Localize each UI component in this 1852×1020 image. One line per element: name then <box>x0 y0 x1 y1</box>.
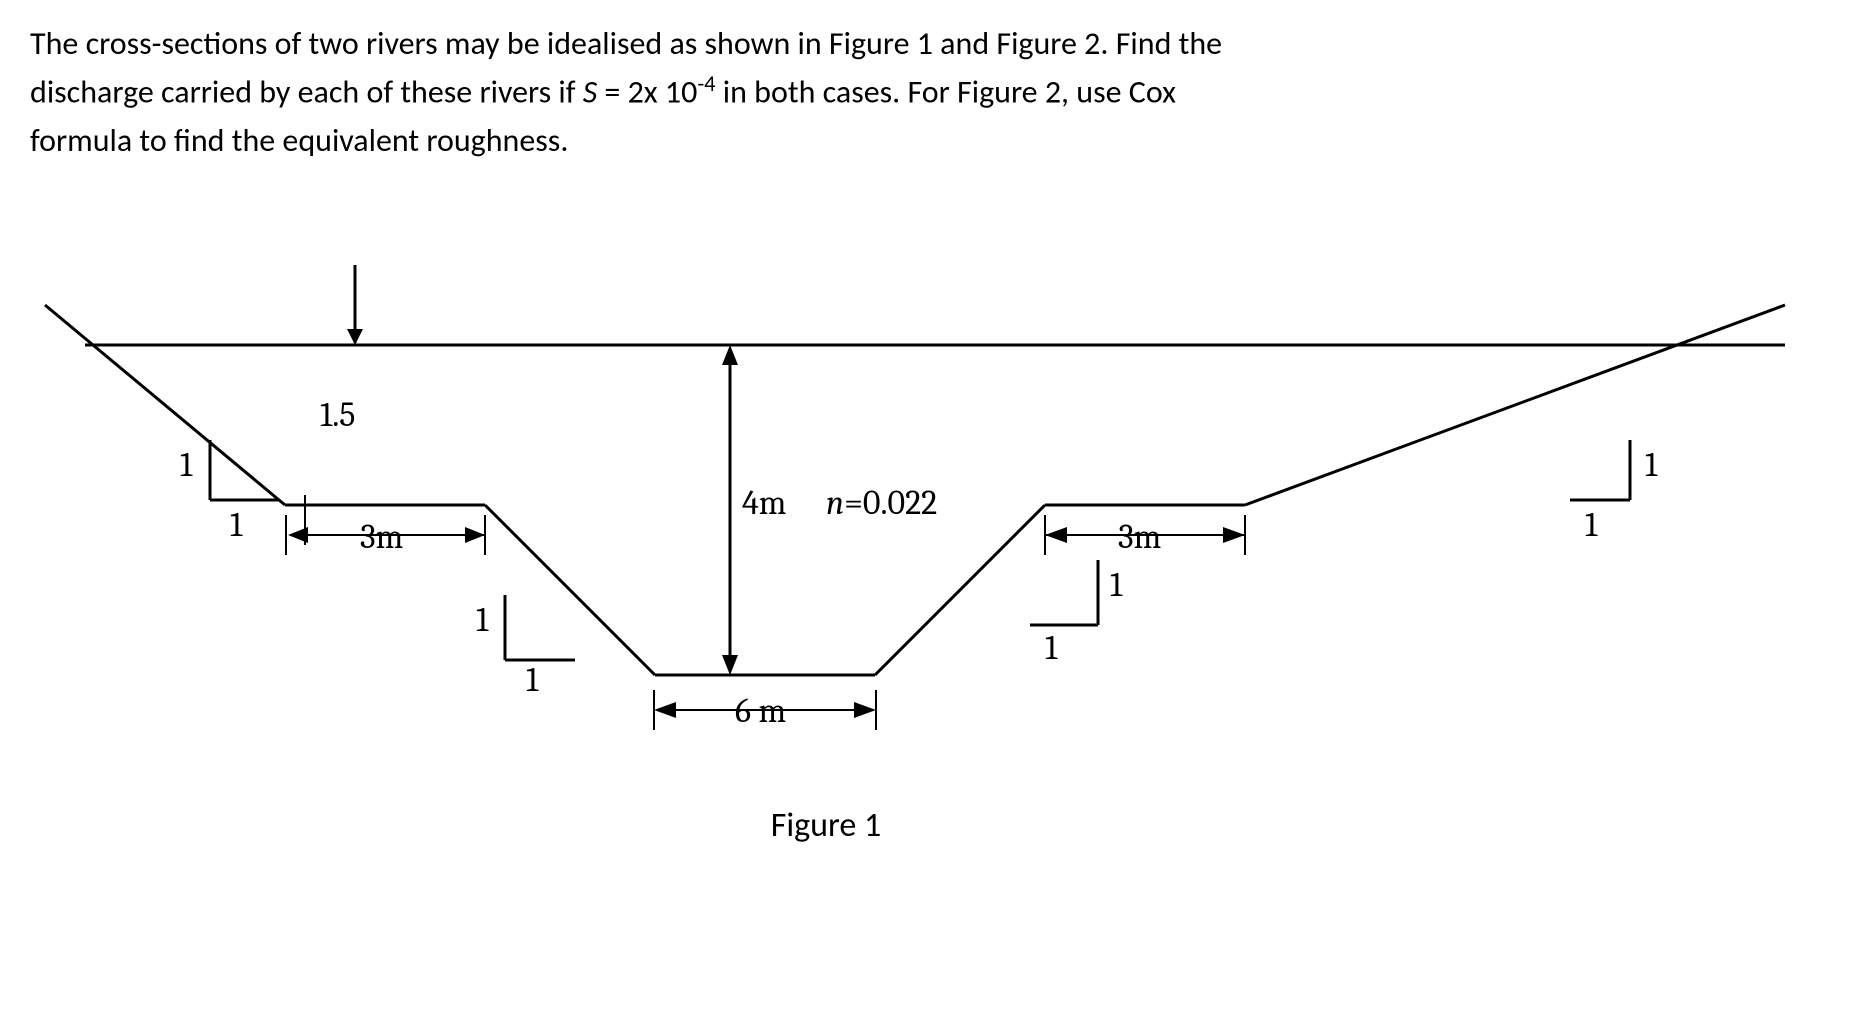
text-line2-pre: discharge carried by each of these river… <box>30 73 583 112</box>
left-outer-bank <box>45 305 285 505</box>
label-n-var: n <box>826 483 844 523</box>
label-right-inner-1h: 1 <box>1045 628 1057 668</box>
exponent: -4 <box>697 71 715 98</box>
label-left-outer-1h: 1 <box>230 505 242 545</box>
water-depth-arrowhead <box>347 329 363 345</box>
figure-caption: Figure 1 <box>0 805 1722 846</box>
label-right-outer-1h: 1 <box>1585 505 1597 545</box>
label-left-3m: 3m <box>360 517 403 557</box>
right-berm-left-arrow <box>1045 527 1067 543</box>
var-S: S <box>583 73 597 112</box>
label-left-inner-1v: 1 <box>476 600 488 640</box>
left-inner-bank <box>485 505 655 675</box>
left-berm-right-arrow <box>465 527 485 543</box>
label-roughness: n=0.022 <box>826 483 937 523</box>
label-right-3m: 3m <box>1118 517 1161 557</box>
text-line2-post: in both cases. For Figure 2, use Cox <box>716 73 1176 112</box>
label-right-inner-1v: 1 <box>1110 565 1122 605</box>
label-left-inner-1h: 1 <box>526 660 538 700</box>
label-1-5: 1.5 <box>320 395 355 435</box>
label-n-val: =0.022 <box>844 483 937 523</box>
depth-4m-bot-arrow <box>722 655 738 675</box>
figure-1-diagram: 1.5 1 1 3m 1 1 4m n=0.022 6 m 3m 1 1 1 1… <box>30 245 1822 845</box>
bed-6m-right-arrow <box>854 702 876 718</box>
label-left-outer-1v: 1 <box>180 445 192 485</box>
label-4m: 4m <box>742 483 786 523</box>
right-berm-right-arrow <box>1223 527 1245 543</box>
eq-text: = 2x 10 <box>597 73 697 112</box>
label-6m: 6 m <box>735 691 786 731</box>
text-line3: formula to find the equivalent roughness… <box>30 121 568 160</box>
bed-6m-left-arrow <box>654 702 676 718</box>
text-line1: The cross-sections of two rivers may be … <box>30 24 1222 63</box>
label-right-outer-1v: 1 <box>1645 445 1657 485</box>
problem-statement: The cross-sections of two rivers may be … <box>30 20 1822 165</box>
right-inner-bank <box>875 505 1045 675</box>
depth-4m-top-arrow <box>722 345 738 365</box>
right-outer-bank <box>1245 305 1785 505</box>
